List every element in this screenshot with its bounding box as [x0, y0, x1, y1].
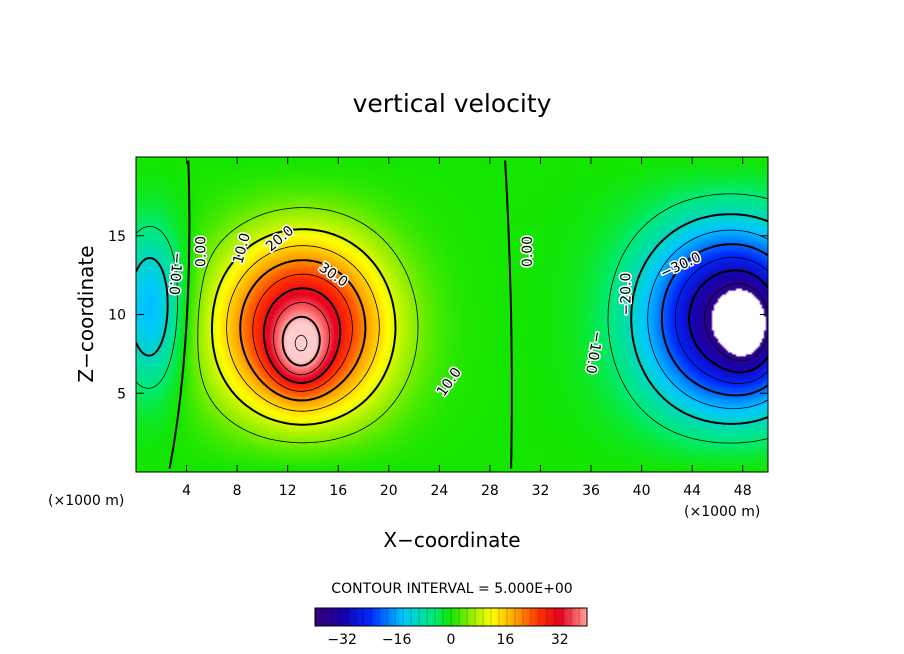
- contour-line: [647, 229, 768, 409]
- contour-lines: [136, 160, 768, 469]
- y-axis: 5 10 15: [108, 229, 768, 402]
- contour-line: [294, 334, 308, 352]
- x-tick-label: 12: [279, 483, 297, 499]
- colorbar-tick-label: 32: [551, 632, 569, 648]
- colorbar-tick-label: −16: [382, 632, 412, 648]
- colorbar-tick-label: 16: [496, 632, 514, 648]
- contour-interval-text: CONTOUR INTERVAL = 5.000E+00: [331, 581, 572, 597]
- colorbar-frame: [314, 607, 588, 627]
- y-tick-label: 5: [117, 386, 126, 402]
- z-unit-label: (×1000 m): [684, 504, 760, 520]
- colorbar-gradient: [315, 608, 587, 626]
- contour-label: −20.0: [618, 273, 634, 316]
- contour-line: [273, 302, 330, 376]
- contour-line: [660, 243, 768, 397]
- contour-label: −10.0: [165, 251, 185, 295]
- colorbar: −32 −16 0 16 32: [314, 607, 588, 648]
- x-tick-label: 20: [380, 483, 398, 499]
- velocity-field-image: [136, 157, 768, 472]
- colorbar-tick-label: 0: [447, 632, 456, 648]
- x-tick-label: 16: [329, 483, 347, 499]
- y-tick-label: 10: [108, 308, 126, 324]
- contour-label: 0.00: [520, 236, 536, 267]
- x-tick-label: 4: [182, 483, 191, 499]
- contour-line: [136, 193, 768, 444]
- contour-line: [211, 228, 397, 426]
- x-tick-label: 48: [734, 483, 752, 499]
- y-axis-label: Z−coordinate: [74, 245, 98, 382]
- contour-line: [281, 315, 321, 367]
- x-tick-label: 24: [430, 483, 448, 499]
- x-tick-label: 28: [481, 483, 499, 499]
- x-tick-label: 32: [532, 483, 550, 499]
- x-tick-label: 8: [233, 483, 242, 499]
- contour-line: [168, 160, 513, 469]
- y-tick-label: 15: [108, 229, 126, 245]
- x-unit-label: (×1000 m): [48, 493, 124, 509]
- contour-line: [674, 257, 768, 384]
- x-axis-label: X−coordinate: [383, 528, 520, 552]
- x-tick-label: 40: [633, 483, 651, 499]
- x-tick-label: 44: [683, 483, 701, 499]
- contour-line: [197, 207, 419, 444]
- contour-line: [226, 245, 380, 412]
- contour-label: 0.00: [194, 236, 210, 267]
- contour-line: [239, 259, 367, 402]
- contour-line: [252, 273, 353, 392]
- chart-title: vertical velocity: [353, 89, 552, 118]
- x-tick-label: 36: [582, 483, 600, 499]
- contour-line: [262, 287, 342, 384]
- contour-line: [688, 269, 768, 374]
- colorbar-tick-label: −32: [327, 632, 357, 648]
- plot-area: [136, 157, 768, 472]
- colorbar-ticks: −32 −16 0 16 32: [322, 608, 580, 648]
- x-axis: 4 8 12 16 20 24 28 32 36 40 44 48: [182, 157, 752, 499]
- contour-line: [136, 213, 768, 425]
